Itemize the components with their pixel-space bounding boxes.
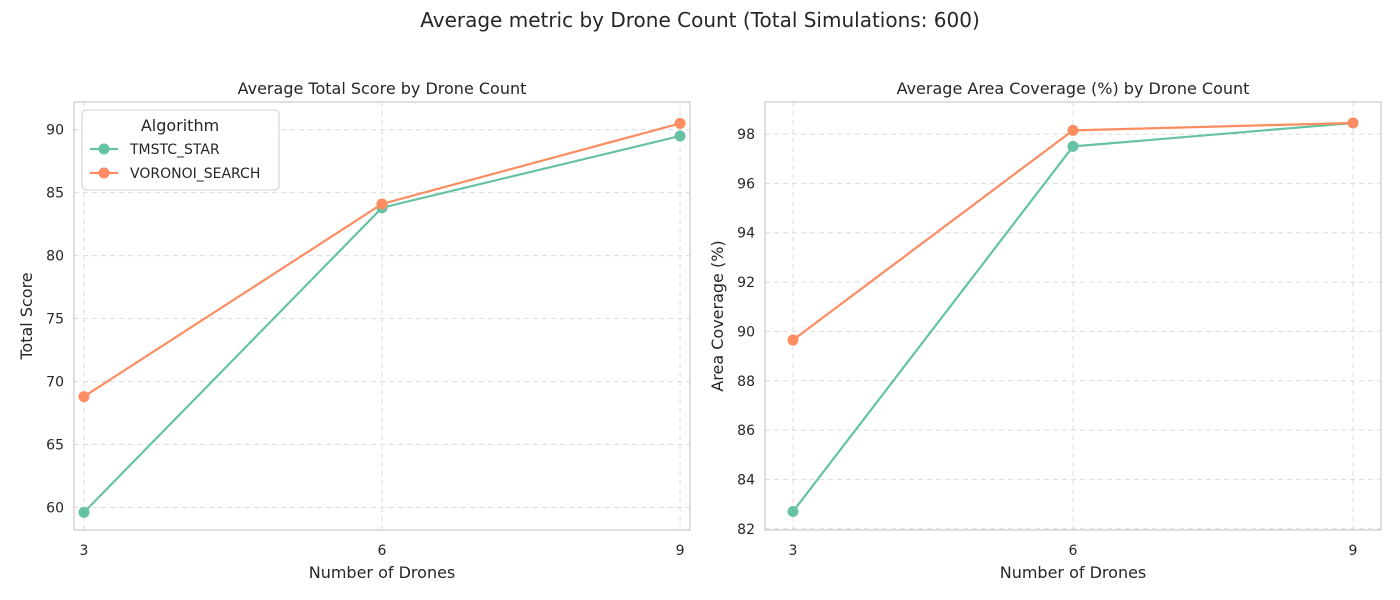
x-tick-label: 9 xyxy=(676,543,685,559)
y-tick-label: 80 xyxy=(46,249,64,265)
subplot-2: 82 84 86 88 90 92 94 96 98 3 6 9 Average Area Covera… xyxy=(708,79,1382,582)
y-tick-label: 86 xyxy=(737,423,755,439)
legend: Algorithm TMSTC_STAR VORONOI_SEARCH xyxy=(81,109,280,191)
legend-entry: VORONOI_SEARCH xyxy=(130,166,260,182)
y-tick-label: 70 xyxy=(46,374,64,390)
legend-title: Algorithm xyxy=(141,116,219,135)
x-tick-label: 9 xyxy=(1349,543,1358,559)
x-tick-label: 3 xyxy=(789,543,798,559)
data-point-voronoi_search xyxy=(674,117,686,129)
subplot-title: Average Area Coverage (%) by Drone Count xyxy=(897,79,1250,98)
legend-entry: TMSTC_STAR xyxy=(129,142,220,158)
data-point-tmstc_star xyxy=(1067,140,1079,152)
plot-frame xyxy=(73,101,691,531)
figure-title: Average metric by Drone Count (Total Sim… xyxy=(420,8,980,32)
y-axis-title: Area Coverage (%) xyxy=(708,240,727,391)
y-tick-label: 75 xyxy=(46,312,64,328)
data-point-voronoi_search xyxy=(78,391,90,403)
y-axis-title: Total Score xyxy=(17,272,36,360)
subplot-title: Average Total Score by Drone Count xyxy=(238,79,527,98)
legend-swatch-marker xyxy=(98,143,110,155)
subplot-1: 60 65 70 75 80 85 90 3 6 9 Average Total Score by … xyxy=(17,79,691,582)
plot-frame xyxy=(764,101,1382,531)
legend-swatch-marker xyxy=(98,167,110,179)
data-point-voronoi_search xyxy=(1067,124,1079,136)
x-tick-label: 6 xyxy=(378,543,387,559)
x-axis-title: Number of Drones xyxy=(1000,563,1147,582)
data-point-tmstc_star xyxy=(78,506,90,518)
y-tick-label: 94 xyxy=(737,226,755,242)
y-tick-label: 65 xyxy=(46,437,64,453)
x-tick-label: 6 xyxy=(1069,543,1078,559)
y-tick-label: 84 xyxy=(737,472,755,488)
y-tick-label: 90 xyxy=(46,123,64,139)
y-tick-label: 90 xyxy=(737,324,755,340)
y-tick-label: 60 xyxy=(46,500,64,516)
data-point-tmstc_star xyxy=(674,130,686,142)
data-point-voronoi_search xyxy=(1347,117,1359,129)
y-tick-label: 88 xyxy=(737,374,755,390)
data-point-tmstc_star xyxy=(787,505,799,517)
y-tick-label: 82 xyxy=(737,522,755,538)
y-tick-label: 85 xyxy=(46,186,64,202)
data-point-voronoi_search xyxy=(376,198,388,210)
x-tick-label: 3 xyxy=(79,543,88,559)
y-tick-label: 98 xyxy=(737,127,755,143)
y-tick-label: 96 xyxy=(737,176,755,192)
data-point-voronoi_search xyxy=(787,334,799,346)
legend-box xyxy=(81,109,280,191)
y-tick-label: 92 xyxy=(737,275,755,291)
x-axis-title: Number of Drones xyxy=(309,563,456,582)
